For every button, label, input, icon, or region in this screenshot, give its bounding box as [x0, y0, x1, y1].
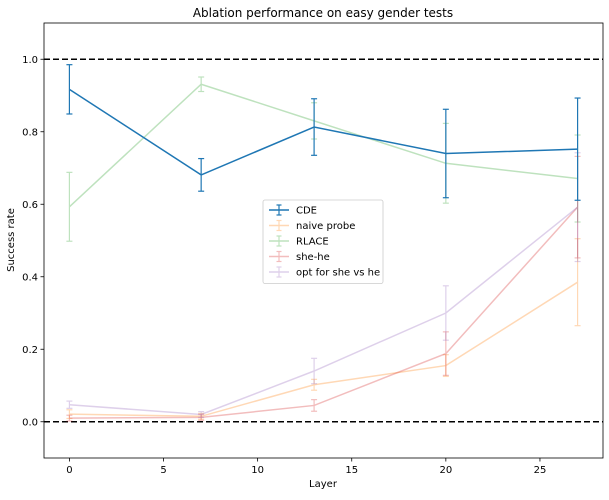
legend-marker — [269, 204, 289, 216]
legend-label: CDE — [296, 206, 317, 217]
plot-area — [44, 58, 603, 423]
legend: CDE naive probe RLACE she-he opt for she vs … — [262, 199, 384, 284]
legend-marker — [269, 250, 289, 263]
legend-entry-naive-probe: naive probe — [269, 219, 355, 232]
legend-marker — [269, 266, 289, 278]
legend-entry-cde: CDE — [269, 204, 317, 217]
chart-title: Ablation performance on easy gender test… — [193, 6, 453, 20]
y-tick-label: 1.0 — [22, 55, 38, 66]
y-tick-label: 0.0 — [22, 417, 38, 428]
y-tick-label: 0.4 — [22, 272, 38, 283]
y-axis-label: Success rate — [6, 208, 17, 272]
series-line — [69, 206, 579, 416]
legend-entry-opt-for-she-vs-he: opt for she vs he — [269, 266, 380, 279]
x-tick-label: 15 — [345, 465, 358, 476]
y-tick-label: 0.8 — [22, 127, 38, 138]
x-tick-label: 25 — [534, 465, 547, 476]
x-tick-label: 5 — [160, 465, 166, 476]
series-line — [69, 88, 578, 176]
y-tick-label: 0.6 — [22, 200, 38, 211]
series-naive-probe — [66, 238, 581, 420]
x-axis-label: Layer — [309, 479, 338, 490]
legend-marker — [269, 235, 289, 247]
legend-entry-she-he: she-he — [269, 250, 330, 263]
series-line — [68, 83, 578, 208]
series-cde — [66, 64, 581, 201]
series-line — [69, 206, 579, 419]
legend-label: opt for she vs he — [296, 268, 380, 279]
x-tick-label: 0 — [66, 465, 72, 476]
axes-frame — [43, 22, 604, 459]
legend-entry-rlace: RLACE — [269, 235, 329, 248]
legend-box — [262, 199, 384, 284]
series-line — [69, 281, 578, 418]
legend-label: she-he — [296, 252, 330, 263]
series-she-he — [66, 155, 581, 422]
x-tick-label: 10 — [251, 465, 264, 476]
legend-label: RLACE — [296, 237, 329, 248]
series-opt-for-she-vs-he — [66, 152, 581, 418]
x-tick-label: 20 — [439, 465, 452, 476]
legend-label: naive probe — [296, 221, 355, 232]
axes: 0 5 10 15 20 25 0.0 0.2 0.4 0.6 0.8 1.0 — [22, 22, 604, 476]
legend-marker — [269, 219, 289, 232]
y-tick-label: 0.2 — [22, 345, 38, 356]
